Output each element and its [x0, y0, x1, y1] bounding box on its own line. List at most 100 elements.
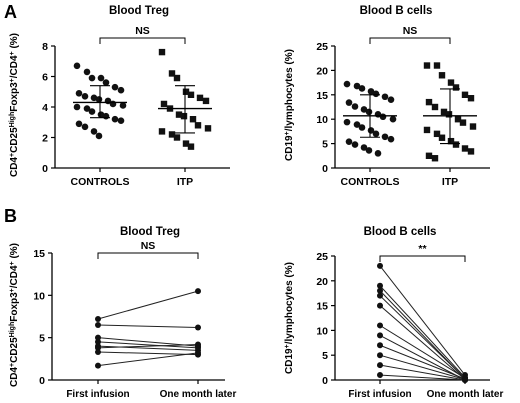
data-point — [95, 316, 101, 323]
data-point — [95, 349, 101, 356]
data-point — [358, 85, 366, 92]
data-point — [187, 91, 195, 98]
data-point — [75, 89, 83, 97]
data-point — [75, 120, 83, 128]
data-point — [173, 134, 181, 141]
data-point — [389, 115, 397, 123]
data-point — [381, 133, 389, 141]
y-tick-label: 20 — [316, 276, 328, 288]
chart-b-treg: Blood Treg CD4+CD25HighFoxp3+/CD4+ (%) 0… — [9, 226, 237, 400]
data-point — [377, 322, 383, 329]
y-axis-label: CD4+CD25HighFoxp3+/CD4+ (%) — [9, 33, 21, 177]
data-point — [377, 352, 383, 359]
data-point — [467, 148, 475, 155]
subject-line — [379, 305, 466, 380]
x-tick-label: One month later — [160, 389, 237, 400]
data-point — [195, 341, 201, 348]
data-point — [372, 90, 380, 98]
data-point — [158, 48, 166, 56]
data-point — [365, 108, 373, 116]
data-point — [367, 127, 375, 134]
data-point — [102, 79, 110, 86]
data-point — [95, 96, 103, 103]
data-point — [360, 144, 368, 151]
y-tick-label: 15 — [316, 90, 328, 102]
data-point — [423, 126, 431, 134]
subject-line — [97, 351, 199, 356]
data-point — [447, 79, 455, 86]
significance-label: NS — [135, 25, 150, 37]
y-tick-label: 8 — [42, 41, 48, 53]
y-tick-label: 10 — [316, 114, 328, 126]
significance-bracket — [99, 37, 186, 44]
significance-label: NS — [403, 25, 418, 37]
data-point — [83, 68, 91, 76]
y-tick-label: 4 — [42, 102, 48, 114]
data-point — [462, 377, 468, 383]
data-point — [95, 132, 103, 140]
chart-title: Blood Treg — [109, 5, 169, 17]
data-point — [182, 88, 190, 95]
data-point — [111, 115, 119, 123]
data-point — [379, 113, 387, 121]
data-point — [95, 344, 101, 351]
data-point — [377, 302, 383, 309]
data-point — [367, 88, 375, 95]
y-tick-label: 25 — [316, 41, 328, 53]
x-tick-label: CONTROLS — [341, 176, 400, 188]
data-point — [387, 96, 395, 103]
data-point — [423, 62, 431, 69]
data-point — [459, 119, 467, 126]
data-point — [168, 70, 176, 77]
y-tick-label: 20 — [316, 65, 328, 77]
data-point — [381, 93, 389, 101]
data-point — [345, 99, 353, 106]
data-point — [353, 121, 361, 128]
y-tick-label: 10 — [316, 325, 328, 337]
data-point — [360, 106, 368, 113]
data-point — [175, 111, 183, 118]
data-point — [168, 131, 176, 138]
data-point — [117, 86, 125, 94]
subject-line — [379, 354, 466, 380]
data-point — [196, 94, 204, 102]
y-tick-label: 15 — [33, 248, 45, 260]
data-point — [433, 130, 441, 138]
x-tick-label: CONTROLS — [71, 176, 130, 188]
data-point — [377, 292, 383, 299]
data-point — [182, 140, 190, 147]
data-point — [95, 338, 101, 345]
x-tick-label: First infusion — [348, 389, 411, 400]
data-point — [81, 123, 89, 131]
data-point — [469, 123, 477, 130]
significance-bracket — [379, 255, 466, 262]
y-tick-label: 2 — [42, 133, 48, 145]
data-point — [431, 155, 439, 162]
data-point — [461, 91, 469, 98]
data-point — [452, 141, 460, 148]
significance-label: NS — [141, 240, 156, 252]
subject-line — [97, 324, 199, 329]
chart-b-bcells: Blood B cells CD19+/lymphocytes (%) 0 5 10… — [284, 226, 504, 400]
data-point — [111, 83, 119, 91]
data-point — [194, 122, 202, 129]
subject-line — [379, 265, 466, 376]
y-axis-label: CD4+CD25HighFoxp3+/CD4+ (%) — [9, 243, 21, 387]
chart-title: Blood Treg — [120, 226, 180, 238]
data-point — [180, 112, 188, 120]
y-tick-label: 15 — [316, 301, 328, 313]
data-point — [377, 282, 383, 289]
data-point — [351, 103, 359, 110]
panel-letter-b: B — [4, 206, 17, 226]
data-point — [117, 117, 125, 125]
y-tick-label: 0 — [39, 375, 45, 387]
data-point — [438, 72, 446, 79]
data-point — [431, 103, 439, 111]
data-point — [467, 95, 475, 102]
data-point — [358, 124, 366, 131]
subject-line — [97, 290, 199, 320]
data-point — [345, 138, 353, 145]
data-point — [119, 102, 127, 109]
data-point — [343, 118, 351, 126]
x-tick-label: First infusion — [66, 389, 129, 400]
